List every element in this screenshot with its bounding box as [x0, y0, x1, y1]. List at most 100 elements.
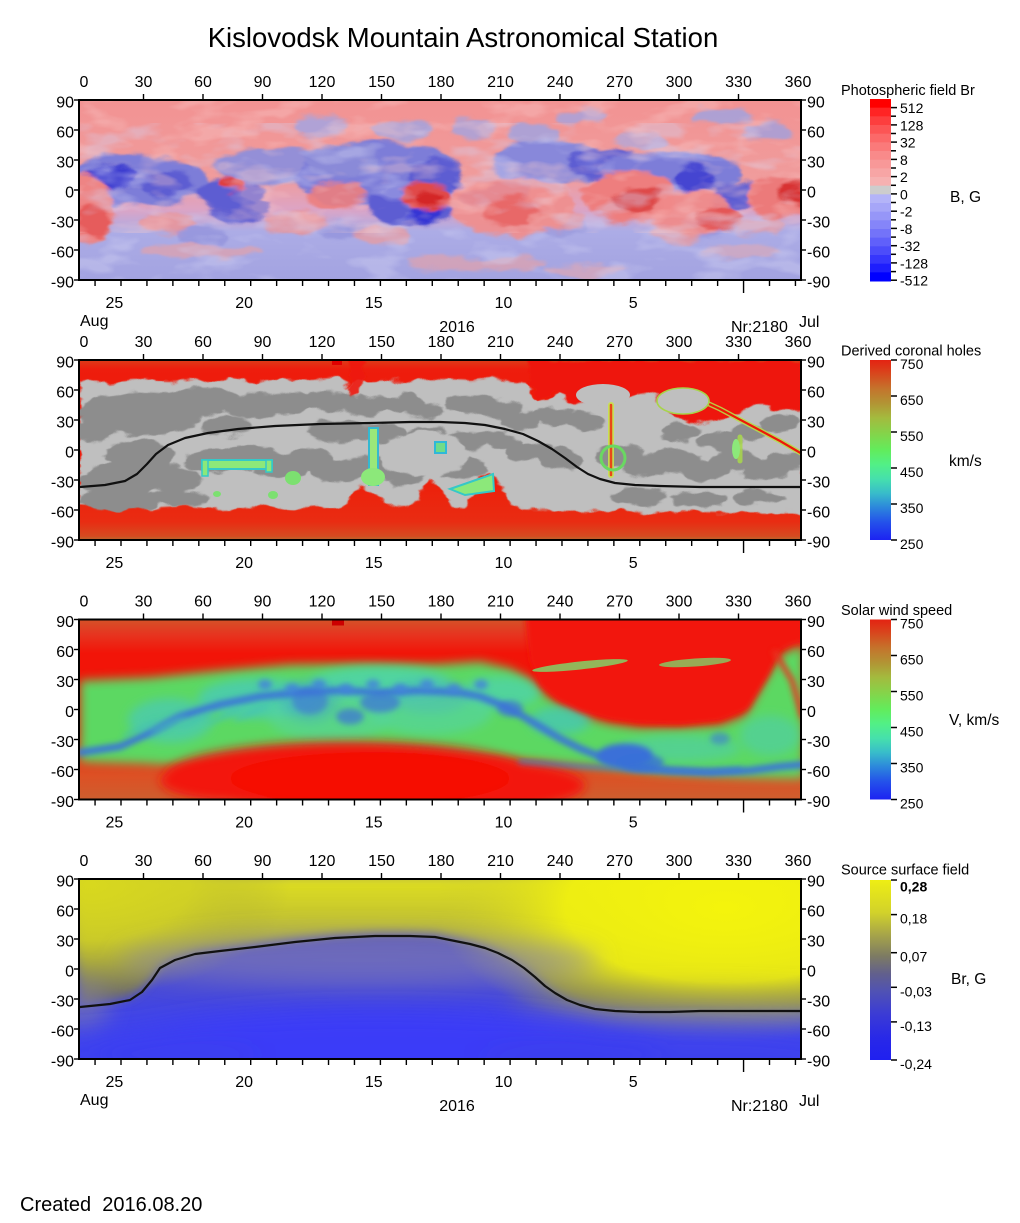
svg-text:0,28: 0,28: [900, 879, 927, 895]
svg-text:20: 20: [235, 1074, 253, 1091]
svg-text:90: 90: [807, 614, 825, 631]
svg-text:Source surface field: Source surface field: [841, 863, 969, 879]
svg-text:90: 90: [254, 74, 272, 91]
svg-text:-8: -8: [900, 221, 913, 237]
svg-text:5: 5: [629, 815, 638, 832]
svg-text:Solar wind speed: Solar wind speed: [841, 603, 952, 619]
svg-text:0: 0: [65, 964, 74, 981]
svg-text:20: 20: [235, 555, 253, 572]
svg-text:2016: 2016: [439, 1098, 475, 1115]
svg-text:0: 0: [807, 964, 816, 981]
svg-text:0: 0: [65, 445, 74, 462]
svg-text:Photospheric field Br: Photospheric field Br: [841, 83, 975, 99]
svg-text:120: 120: [309, 74, 336, 91]
svg-text:30: 30: [807, 155, 825, 172]
svg-text:-90: -90: [51, 275, 74, 292]
svg-text:350: 350: [900, 500, 924, 516]
svg-text:90: 90: [254, 594, 272, 611]
svg-text:0,18: 0,18: [900, 911, 927, 927]
svg-text:750: 750: [900, 356, 924, 372]
svg-text:Nr:2180: Nr:2180: [731, 1098, 788, 1115]
svg-text:0,07: 0,07: [900, 949, 927, 965]
svg-text:180: 180: [428, 334, 455, 351]
svg-text:Jul: Jul: [799, 314, 819, 331]
svg-text:360: 360: [785, 853, 812, 870]
svg-text:300: 300: [666, 334, 693, 351]
svg-text:-60: -60: [51, 1024, 74, 1041]
svg-text:0: 0: [807, 704, 816, 721]
svg-text:150: 150: [368, 74, 395, 91]
svg-text:90: 90: [56, 874, 74, 891]
svg-text:60: 60: [194, 594, 212, 611]
svg-text:Br, G: Br, G: [951, 971, 986, 988]
svg-text:Derived coronal holes: Derived coronal holes: [841, 344, 981, 360]
svg-text:10: 10: [495, 295, 513, 312]
svg-text:30: 30: [807, 934, 825, 951]
svg-text:0: 0: [65, 185, 74, 202]
svg-text:-60: -60: [51, 505, 74, 522]
svg-text:210: 210: [487, 74, 514, 91]
svg-text:210: 210: [487, 853, 514, 870]
svg-text:60: 60: [194, 853, 212, 870]
svg-text:30: 30: [135, 74, 153, 91]
svg-text:30: 30: [135, 594, 153, 611]
svg-text:550: 550: [900, 428, 924, 444]
svg-text:180: 180: [428, 74, 455, 91]
svg-text:25: 25: [106, 555, 124, 572]
svg-text:60: 60: [807, 904, 825, 921]
svg-text:180: 180: [428, 594, 455, 611]
svg-text:30: 30: [56, 934, 74, 951]
svg-text:-30: -30: [807, 994, 830, 1011]
svg-text:360: 360: [785, 334, 812, 351]
svg-text:30: 30: [135, 334, 153, 351]
svg-text:270: 270: [606, 594, 633, 611]
svg-text:25: 25: [106, 815, 124, 832]
svg-text:5: 5: [629, 1074, 638, 1091]
svg-text:300: 300: [666, 594, 693, 611]
svg-text:90: 90: [254, 334, 272, 351]
svg-text:30: 30: [807, 674, 825, 691]
svg-text:-128: -128: [900, 255, 928, 271]
svg-text:330: 330: [725, 594, 752, 611]
svg-text:km/s: km/s: [949, 453, 982, 470]
svg-text:20: 20: [235, 815, 253, 832]
svg-text:Nr:2180: Nr:2180: [731, 319, 788, 336]
svg-text:300: 300: [666, 74, 693, 91]
svg-text:-30: -30: [807, 215, 830, 232]
svg-text:0: 0: [80, 334, 89, 351]
svg-text:150: 150: [368, 334, 395, 351]
svg-text:-90: -90: [807, 1054, 830, 1071]
svg-text:30: 30: [56, 674, 74, 691]
svg-text:90: 90: [807, 95, 825, 112]
svg-text:-60: -60: [807, 245, 830, 262]
svg-text:60: 60: [807, 385, 825, 402]
svg-text:650: 650: [900, 392, 924, 408]
svg-text:120: 120: [309, 594, 336, 611]
svg-text:270: 270: [606, 74, 633, 91]
svg-text:Created 2016.08.20: Created 2016.08.20: [20, 1194, 202, 1216]
svg-text:150: 150: [368, 853, 395, 870]
svg-text:240: 240: [547, 594, 574, 611]
svg-text:60: 60: [56, 125, 74, 142]
svg-text:-90: -90: [807, 535, 830, 552]
svg-text:0: 0: [807, 185, 816, 202]
svg-text:-30: -30: [807, 734, 830, 751]
svg-text:Kislovodsk Mountain Astronomic: Kislovodsk Mountain Astronomical Station: [208, 22, 719, 53]
svg-text:90: 90: [807, 355, 825, 372]
svg-text:15: 15: [365, 1074, 383, 1091]
svg-text:450: 450: [900, 724, 924, 740]
svg-text:240: 240: [547, 853, 574, 870]
svg-text:210: 210: [487, 334, 514, 351]
svg-text:350: 350: [900, 760, 924, 776]
svg-text:30: 30: [135, 853, 153, 870]
svg-text:5: 5: [629, 295, 638, 312]
svg-text:60: 60: [194, 74, 212, 91]
svg-text:60: 60: [56, 904, 74, 921]
svg-text:30: 30: [56, 415, 74, 432]
svg-text:650: 650: [900, 652, 924, 668]
svg-text:Jul: Jul: [799, 1093, 819, 1110]
svg-text:60: 60: [807, 125, 825, 142]
svg-text:330: 330: [725, 74, 752, 91]
svg-text:0: 0: [807, 445, 816, 462]
svg-text:150: 150: [368, 594, 395, 611]
